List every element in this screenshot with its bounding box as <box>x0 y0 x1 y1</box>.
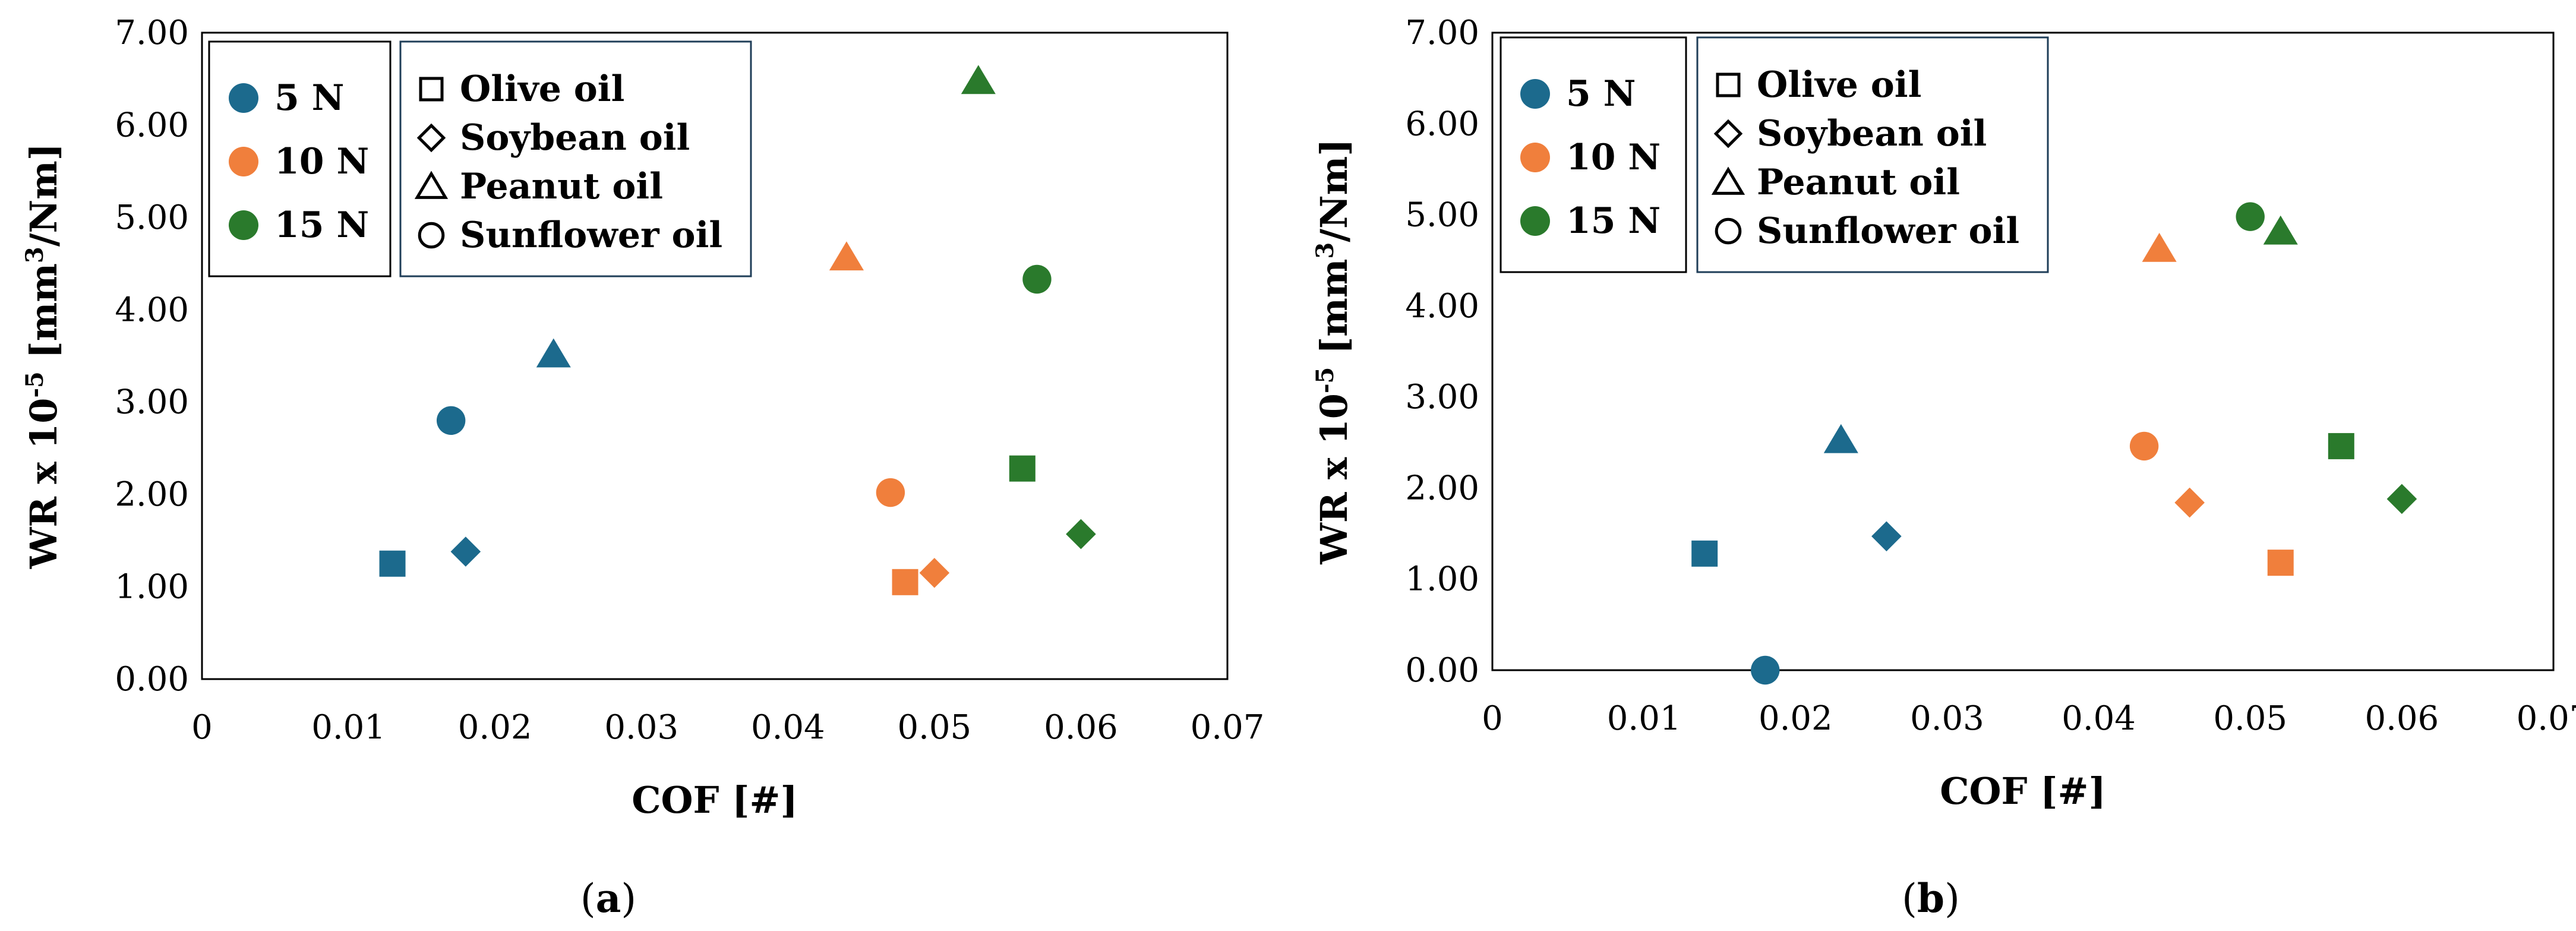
x-tick-label: 0.03 <box>604 708 678 747</box>
data-point-5N-square <box>1691 540 1718 567</box>
y-tick-label: 0.00 <box>1405 651 1479 690</box>
chart-panel-b: 0.00 1.00 2.00 3.00 4.00 5.00 6.00 7.00 0 0.01 0.0… <box>1311 14 2576 921</box>
plot-area-frame <box>201 31 1229 680</box>
y-tick-label: 5.00 <box>1405 196 1479 235</box>
y-tick-label: 2.00 <box>1405 469 1479 507</box>
legend-oil-label: Olive oil <box>460 68 624 110</box>
y-tick-label: 3.00 <box>1405 378 1479 416</box>
legend-load-label: 10 N <box>1566 137 1660 178</box>
data-point-10N-square <box>892 569 918 595</box>
data-point-10N-triangle <box>829 241 864 271</box>
x-tick-label: 0.06 <box>2365 699 2439 738</box>
legend-oils-box <box>1696 36 2049 273</box>
y-tick-label: 2.00 <box>115 475 189 514</box>
y-tick-label: 6.00 <box>115 106 189 144</box>
x-tick-label: 0.07 <box>1191 708 1265 747</box>
data-point-5N-diamond <box>450 536 481 567</box>
x-tick-label: 0.05 <box>898 708 972 747</box>
data-point-10N-circle <box>876 478 905 507</box>
x-tick-label: 0.01 <box>311 708 386 747</box>
x-axis-label: COF [#] <box>1940 769 2106 813</box>
data-point-15N-square <box>2328 433 2354 459</box>
y-tick-label: 3.00 <box>115 383 189 422</box>
x-axis-label: COF [#] <box>632 778 798 822</box>
data-point-5N-triangle <box>1823 424 1858 453</box>
legend-load-label: 5 N <box>274 77 344 119</box>
legend-load-label: 10 N <box>274 141 369 182</box>
legend-load-marker <box>1520 79 1550 109</box>
data-point-15N-circle <box>1022 264 1052 294</box>
x-tick-label: 0.05 <box>2213 699 2287 738</box>
x-tick-label: 0.02 <box>458 708 532 747</box>
y-tick-label: 1.00 <box>115 568 189 607</box>
x-tick-label: 0.01 <box>1607 699 1681 738</box>
x-tick-label: 0.02 <box>1759 699 1833 738</box>
legend-load-label: 15 N <box>274 204 369 246</box>
legend-oil-label: Sunflower oil <box>1757 210 2019 252</box>
data-point-15N-circle <box>2236 202 2265 231</box>
chart-panel-a: 0.00 1.00 2.00 3.00 4.00 5.00 6.00 7.00 0 0.01 0.0… <box>21 14 1265 921</box>
legend-oils-box <box>399 40 752 277</box>
y-tick-label: 5.00 <box>115 198 189 237</box>
legend-load-marker <box>229 210 258 240</box>
data-point-15N-square <box>1009 455 1036 482</box>
x-tick-label: 0.04 <box>751 708 825 747</box>
legend-oil-marker-diamond <box>1713 119 1743 149</box>
data-point-5N-circle <box>1751 655 1780 685</box>
legend-oil-marker-circle <box>418 222 445 249</box>
legend-oil-label: Peanut oil <box>460 166 663 207</box>
data-point-15N-triangle <box>2263 215 2298 245</box>
data-point-10N-diamond <box>919 557 950 588</box>
legend-load-label: 5 N <box>1566 73 1636 115</box>
legend-load-label: 15 N <box>1566 200 1660 242</box>
legend-oil-label: Sunflower oil <box>460 214 722 256</box>
legend-oil-label: Soybean oil <box>460 117 690 159</box>
legend-load-marker <box>1520 143 1550 172</box>
x-tick-label: 0.03 <box>1910 699 1984 738</box>
x-tick-label: 0 <box>1482 699 1503 738</box>
y-tick-label: 6.00 <box>1405 105 1479 143</box>
panel-caption: (a) <box>580 875 636 921</box>
legend-load-marker <box>229 147 258 176</box>
legend-oil-marker-triangle <box>1711 166 1745 195</box>
x-tick-label: 0.04 <box>2062 699 2136 738</box>
legend-oil-marker-circle <box>1715 217 1742 245</box>
legend-oil-label: Peanut oil <box>1757 162 1960 203</box>
legend-oil-marker-square <box>1716 72 1741 97</box>
legend-oil-marker-square <box>419 77 444 102</box>
y-tick-label: 0.00 <box>115 660 189 699</box>
data-point-10N-square <box>2267 550 2294 576</box>
legend-oil-label: Olive oil <box>1757 64 1921 106</box>
data-point-10N-triangle <box>2142 232 2177 262</box>
y-axis-label: WR x 10-5 [mm3/Nm] <box>21 143 66 569</box>
y-tick-label: 7.00 <box>1405 14 1479 52</box>
x-tick-label: 0.07 <box>2517 699 2576 738</box>
data-point-5N-triangle <box>536 338 571 368</box>
legend-oil-label: Soybean oil <box>1757 113 1987 154</box>
y-tick-label: 4.00 <box>115 291 189 329</box>
data-point-5N-square <box>379 550 406 577</box>
y-tick-label: 4.00 <box>1405 287 1479 326</box>
data-point-10N-diamond <box>2174 487 2205 518</box>
plot-area-frame <box>1491 31 2555 671</box>
y-tick-label: 7.00 <box>115 14 189 52</box>
data-point-5N-circle <box>436 406 466 435</box>
legend-load-marker <box>229 83 258 113</box>
legend-oil-marker-triangle <box>414 171 449 199</box>
data-point-5N-diamond <box>1871 521 1902 551</box>
data-point-10N-circle <box>2129 431 2159 461</box>
panel-caption: (b) <box>1902 875 1960 921</box>
y-tick-label: 1.00 <box>1405 560 1479 599</box>
y-axis-label: WR x 10-5 [mm3/Nm] <box>1311 138 1356 564</box>
data-point-15N-triangle <box>961 65 996 94</box>
x-tick-label: 0 <box>191 708 213 747</box>
x-tick-label: 0.06 <box>1044 708 1118 747</box>
legend-load-marker <box>1520 206 1550 236</box>
data-point-15N-diamond <box>2386 484 2417 515</box>
legend-oil-marker-diamond <box>416 123 446 153</box>
data-point-15N-diamond <box>1066 519 1096 550</box>
